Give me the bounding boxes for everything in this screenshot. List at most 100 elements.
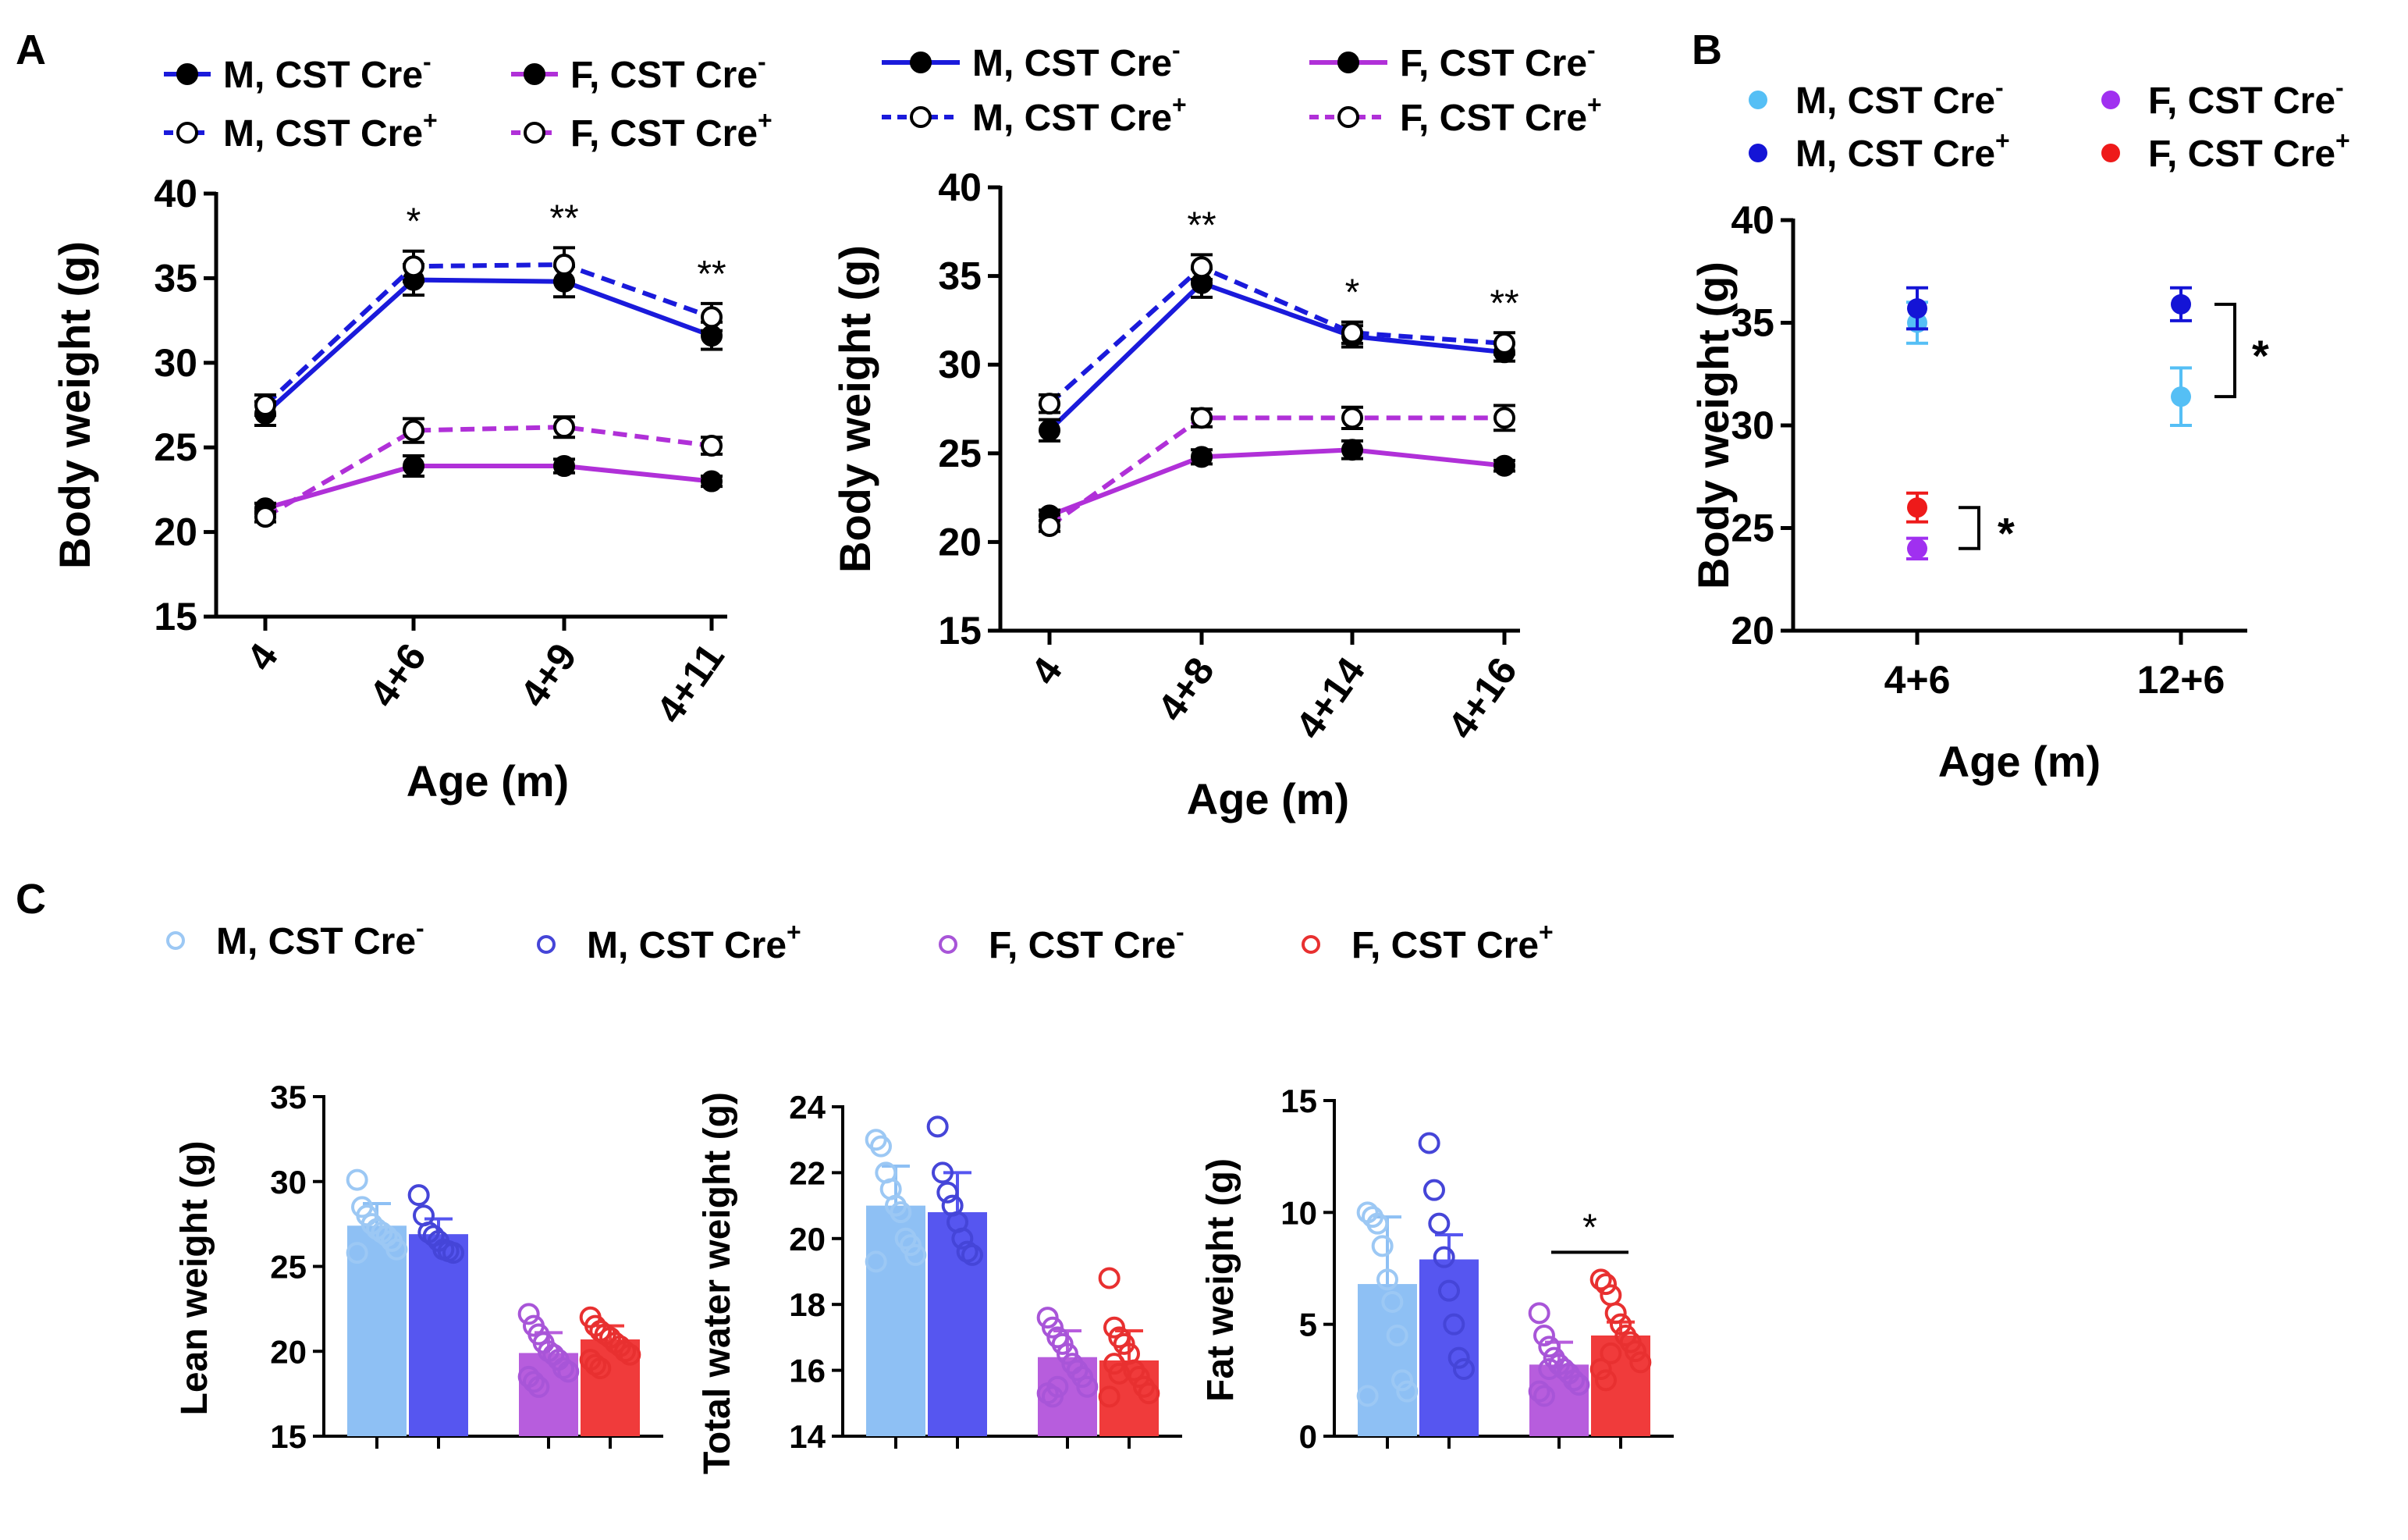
data-point — [1447, 1346, 1470, 1369]
y-tick-label: 30 — [154, 341, 197, 385]
legend-swatch-marker — [1749, 91, 1767, 109]
legend-label: M, CST Cre- — [972, 36, 1181, 84]
x-tick-label-4-6: 4+6 — [360, 635, 435, 715]
y-axis-title: Total water weight (g) — [697, 1092, 738, 1474]
data-point — [619, 1343, 641, 1366]
data-point — [1366, 1212, 1389, 1235]
bar-group-f-cst-cre — [1036, 1307, 1099, 1449]
data-point — [1356, 1385, 1379, 1407]
x-tick-label-4-9: 4+9 — [511, 635, 585, 715]
significance-label: ** — [1187, 205, 1216, 246]
data-point — [1563, 1369, 1585, 1392]
data-point — [1589, 1268, 1612, 1291]
data-point — [1418, 1132, 1440, 1154]
y-tick-label: 16 — [789, 1353, 826, 1389]
legend-label-text: M, CST Cre — [1795, 133, 1995, 175]
y-tick-label: 15 — [270, 1418, 307, 1455]
data-point — [2171, 293, 2191, 315]
y-tick-label: 40 — [938, 165, 982, 209]
legend-label-text: M, CST Cre — [972, 98, 1172, 139]
legend-label-sup: + — [1172, 91, 1187, 119]
y-tick-label: 24 — [789, 1089, 826, 1126]
data-point — [1493, 332, 1515, 354]
x-tick-label-4: 4 — [1022, 649, 1071, 692]
legend-label-text: M, CST Cre — [216, 921, 416, 962]
legend-label: F, CST Cre- — [989, 918, 1184, 966]
legend-label: M, CST Cre- — [216, 914, 424, 962]
data-point — [865, 1250, 887, 1273]
data-point — [346, 1168, 368, 1191]
bar — [409, 1234, 468, 1436]
legend-item-f-cst-cre-pos: F, CST Cre+ — [2101, 126, 2350, 175]
data-point — [701, 435, 723, 457]
x-tick-label-4-16: 4+16 — [1440, 649, 1525, 746]
data-point — [1533, 1385, 1555, 1407]
legend-label-text: M, CST Cre — [972, 43, 1172, 84]
legend-label: F, CST Cre- — [570, 48, 766, 96]
series-m-cst-cre — [1039, 267, 1515, 443]
series-line — [1047, 280, 1505, 432]
data-point — [1629, 1351, 1652, 1374]
data-point — [1600, 1284, 1622, 1307]
legend-swatch-marker — [176, 63, 198, 85]
legend-label-text: F, CST Cre — [570, 113, 758, 155]
data-point — [614, 1340, 636, 1363]
x-tick-label-4-6: 4+6 — [1884, 658, 1951, 702]
y-tick-label: 18 — [789, 1286, 826, 1323]
legend-label-text: M, CST Cre — [1795, 80, 1995, 122]
legend-item-f-cst-cre-pos: F, CST Cre+ — [1309, 91, 1602, 139]
data-point — [1341, 322, 1363, 344]
y-axis-title: Body weight (g) — [1689, 261, 1738, 589]
legend-label-text: F, CST Cre — [1351, 925, 1539, 966]
y-tick-label: 10 — [1280, 1194, 1317, 1231]
series-line — [1047, 264, 1505, 406]
legend-label: F, CST Cre- — [1400, 36, 1596, 84]
bar — [519, 1353, 578, 1436]
data-point — [517, 1303, 540, 1325]
y-tick-label: 0 — [1299, 1418, 1317, 1455]
legend-label-sup: + — [423, 106, 438, 134]
x-axis-title: Age (m) — [407, 756, 569, 806]
data-point — [442, 1242, 464, 1264]
bar-group-m-cst-cre — [1356, 1201, 1419, 1449]
data-point — [1098, 1385, 1121, 1408]
legend-swatch-marker — [166, 931, 185, 950]
legend-label-text: F, CST Cre — [2148, 80, 2335, 122]
data-point — [701, 306, 723, 329]
data-point — [1438, 1279, 1460, 1302]
data-point — [1191, 256, 1213, 279]
data-point — [1604, 1302, 1627, 1325]
y-tick-label: 25 — [270, 1249, 307, 1286]
series-line — [263, 277, 713, 416]
series-m-cst-cre — [1906, 301, 2192, 427]
x-tick-label-4: 4 — [238, 635, 286, 678]
data-point — [936, 1181, 959, 1204]
legend-label-sup: + — [1587, 91, 1602, 119]
series-f-cst-cre — [254, 415, 723, 528]
y-tick-label: 20 — [789, 1221, 826, 1257]
data-point — [1443, 1313, 1465, 1335]
data-point — [1138, 1382, 1160, 1405]
data-point — [1528, 1302, 1550, 1325]
data-point — [1376, 1268, 1398, 1291]
legend-label: M, CST Cre+ — [223, 106, 438, 155]
data-point — [701, 470, 723, 493]
significance-bracket — [2214, 302, 2236, 399]
data-point — [1076, 1375, 1099, 1398]
data-point — [1191, 407, 1213, 429]
legend-item-m-cst-cre-neg: M, CST Cre- — [1749, 73, 2004, 122]
data-point — [1433, 1246, 1455, 1268]
y-tick-label: 20 — [154, 510, 197, 554]
data-point — [1098, 1267, 1121, 1289]
y-tick-label: 25 — [154, 425, 197, 469]
x-tick-label-4-14: 4+14 — [1287, 649, 1374, 747]
y-axis-title: Lean weight (g) — [174, 1141, 215, 1416]
significance-bracket — [1959, 506, 1980, 550]
bar — [866, 1205, 925, 1436]
data-point — [1381, 1291, 1404, 1313]
panel-label-a: A — [16, 27, 46, 73]
y-tick-label: 20 — [938, 520, 982, 564]
legend-label-sup: - — [1172, 36, 1181, 64]
data-point — [1533, 1325, 1555, 1346]
data-point — [1191, 446, 1213, 468]
